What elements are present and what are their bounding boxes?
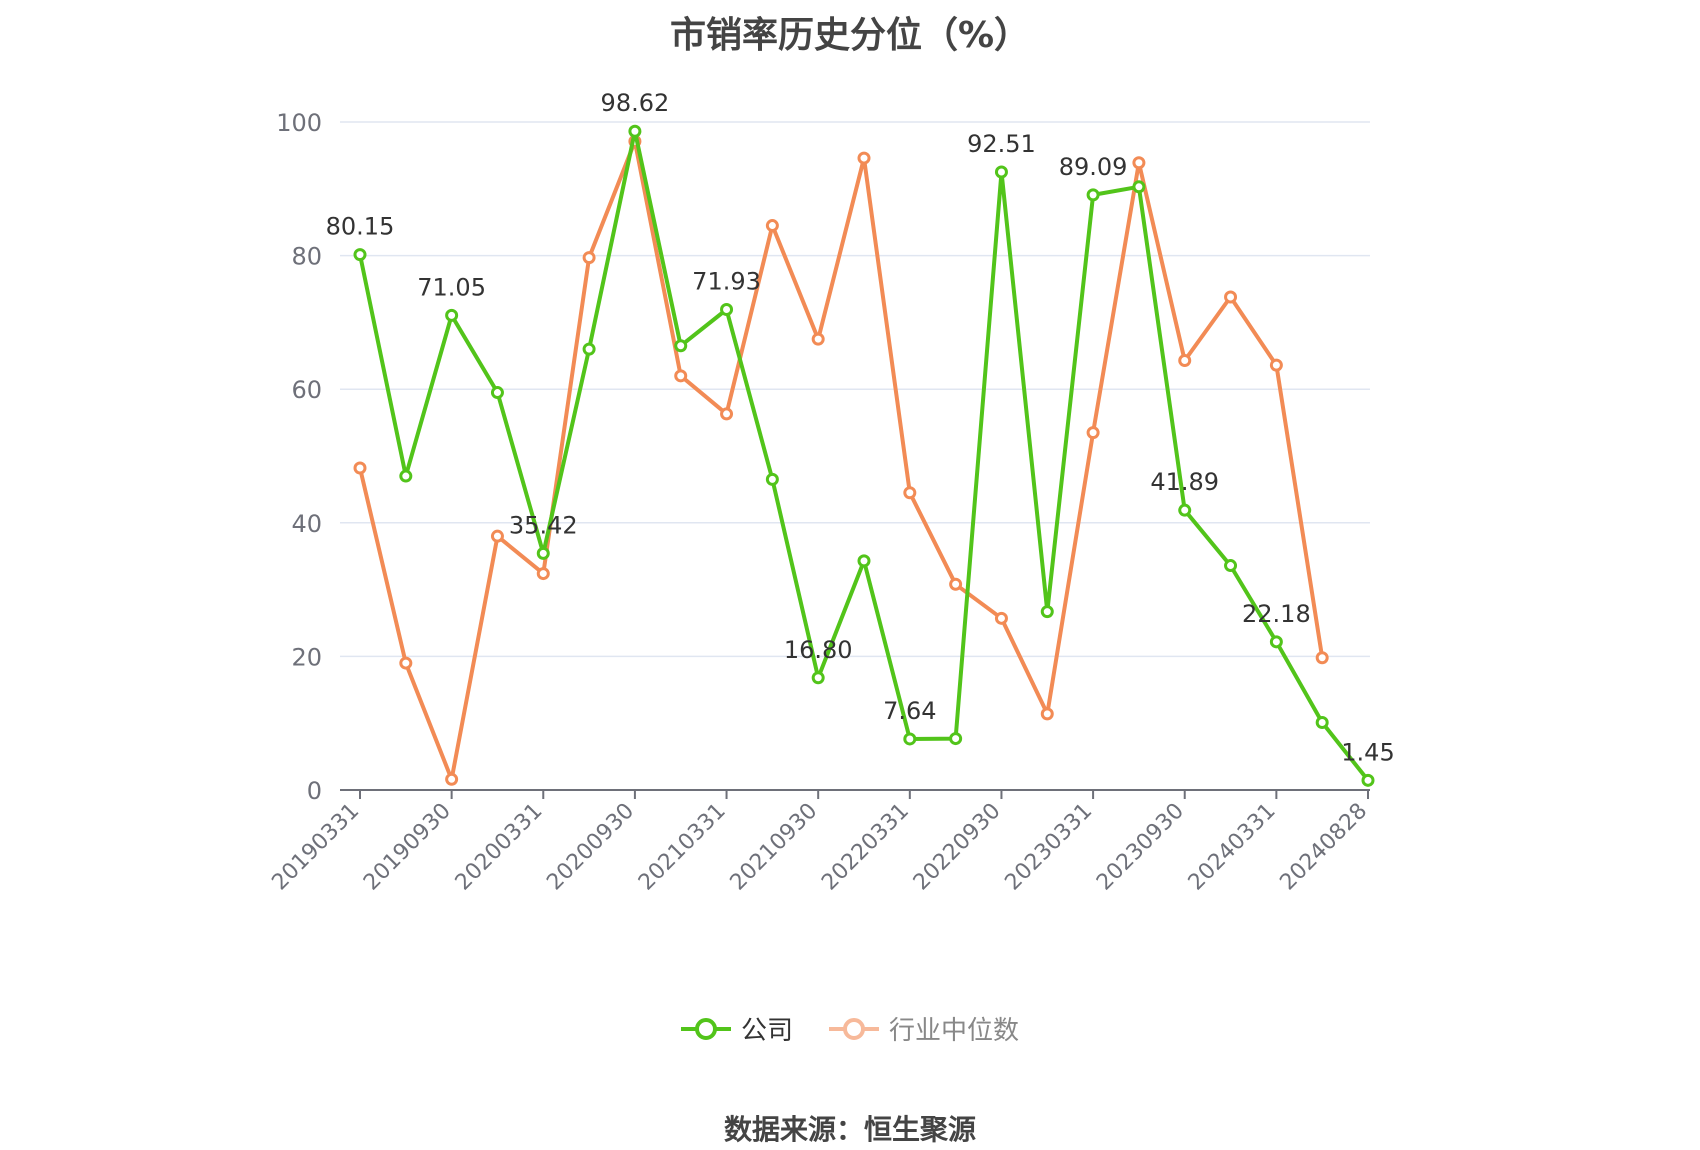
series-0-point[interactable]: [490, 386, 504, 400]
series-1-point[interactable]: [353, 461, 367, 475]
y-tick-label: 100: [276, 109, 322, 137]
x-tick-label: 20200930: [542, 799, 639, 896]
data-label: 22.18: [1242, 600, 1311, 628]
x-tick-label: 20190930: [359, 799, 456, 896]
series-0-point[interactable]: [445, 308, 459, 322]
series-0-point[interactable]: [1269, 635, 1283, 649]
x-tick-label: 20220930: [909, 799, 1006, 896]
series-1-point[interactable]: [857, 151, 871, 165]
y-tick-label: 60: [291, 376, 322, 404]
x-tick-label: 20230331: [1000, 799, 1097, 896]
series-1-point[interactable]: [903, 486, 917, 500]
x-tick-label: 20230930: [1092, 799, 1189, 896]
legend-label-company: 公司: [740, 1016, 793, 1046]
legend-industry-marker: [829, 1017, 879, 1040]
series-0-point[interactable]: [1040, 605, 1054, 619]
series-0-point[interactable]: [353, 248, 367, 262]
series-0-point[interactable]: [1132, 180, 1146, 194]
y-tick-label: 40: [291, 510, 322, 538]
x-tick-label: 20220331: [817, 799, 914, 896]
series-1-point[interactable]: [490, 529, 504, 543]
series-1-point[interactable]: [445, 772, 459, 786]
series-0-point[interactable]: [1086, 188, 1100, 202]
series-1-point[interactable]: [949, 577, 963, 591]
series-0-point[interactable]: [994, 165, 1008, 179]
data-label: 41.89: [1150, 468, 1219, 496]
series-lines: [353, 124, 1375, 787]
series-0-point[interactable]: [857, 554, 871, 568]
series-1-point[interactable]: [765, 219, 779, 233]
series-0-point[interactable]: [1361, 773, 1375, 787]
data-label: 92.51: [967, 130, 1036, 158]
series-0-point[interactable]: [720, 303, 734, 317]
legend-company-marker: [680, 1017, 731, 1040]
x-tick-label: 20190331: [267, 799, 364, 896]
series-0-point[interactable]: [399, 469, 413, 483]
series-1-point[interactable]: [1315, 651, 1329, 665]
series-1-point[interactable]: [399, 656, 413, 670]
data-label: 35.42: [509, 511, 578, 539]
y-tick-label: 20: [291, 643, 322, 671]
x-tick-label: 20210930: [726, 799, 823, 896]
legend-item-company[interactable]: 公司: [680, 1010, 793, 1047]
series-1-point[interactable]: [674, 369, 688, 383]
data-label: 71.93: [692, 268, 761, 296]
series-1-point[interactable]: [1224, 290, 1238, 304]
series-0-point[interactable]: [674, 339, 688, 353]
data-label: 7.64: [883, 697, 936, 725]
grid-lines: [340, 121, 1370, 658]
data-labels: 80.15 71.05 35.42 98.62 71.93 16.80 7.64 92.51 8…: [326, 89, 1395, 766]
series-1-point[interactable]: [811, 332, 825, 346]
series-0-point[interactable]: [1224, 559, 1238, 573]
data-label: 98.62: [601, 89, 670, 117]
series-0-point[interactable]: [536, 546, 550, 560]
data-label: 16.80: [784, 636, 853, 664]
legend-item-industry-median[interactable]: 行业中位数: [829, 1010, 1019, 1047]
y-tick-label: 0: [307, 777, 322, 805]
series-0-point[interactable]: [903, 732, 917, 746]
x-tick-label: 20240331: [1184, 799, 1281, 896]
y-axis: 0 20 40 60 80 100: [276, 109, 322, 805]
data-label: 71.05: [417, 273, 486, 301]
series-0-point[interactable]: [949, 732, 963, 746]
series-1-point[interactable]: [1040, 707, 1054, 721]
series-0-point[interactable]: [582, 342, 596, 356]
series-0-point[interactable]: [1315, 716, 1329, 730]
series-0-point[interactable]: [628, 124, 642, 138]
series-1-point[interactable]: [1269, 358, 1283, 372]
x-tick-label: 20200331: [451, 799, 548, 896]
series-1-point[interactable]: [582, 251, 596, 265]
legend: 公司 行业中位数: [0, 1010, 1700, 1047]
series-0-point[interactable]: [811, 671, 825, 685]
series-0-point[interactable]: [1178, 503, 1192, 517]
data-label: 80.15: [326, 213, 395, 241]
data-label: 89.09: [1059, 153, 1128, 181]
legend-label-industry-median: 行业中位数: [889, 1016, 1020, 1046]
series-1-point[interactable]: [1178, 353, 1192, 367]
x-axis: 2019033120190930202003312020093020210331…: [267, 789, 1372, 896]
x-tick-label: 20210331: [634, 799, 731, 896]
series-line-1: [358, 139, 1325, 782]
series-1-point[interactable]: [720, 407, 734, 421]
y-tick-label: 80: [291, 243, 322, 271]
series-0-point[interactable]: [765, 472, 779, 486]
series-line-0: [358, 129, 1370, 782]
chart-title: 市销率历史分位（%）: [669, 15, 1031, 56]
data-source-note: 数据来源：恒生聚源: [723, 1113, 976, 1146]
series-1-point[interactable]: [994, 611, 1008, 625]
x-tick-label: 20240828: [1275, 799, 1372, 896]
series-1-point[interactable]: [536, 567, 550, 581]
series-1-point[interactable]: [1086, 426, 1100, 440]
series-1-point[interactable]: [1132, 156, 1146, 170]
data-label: 1.45: [1341, 738, 1394, 766]
